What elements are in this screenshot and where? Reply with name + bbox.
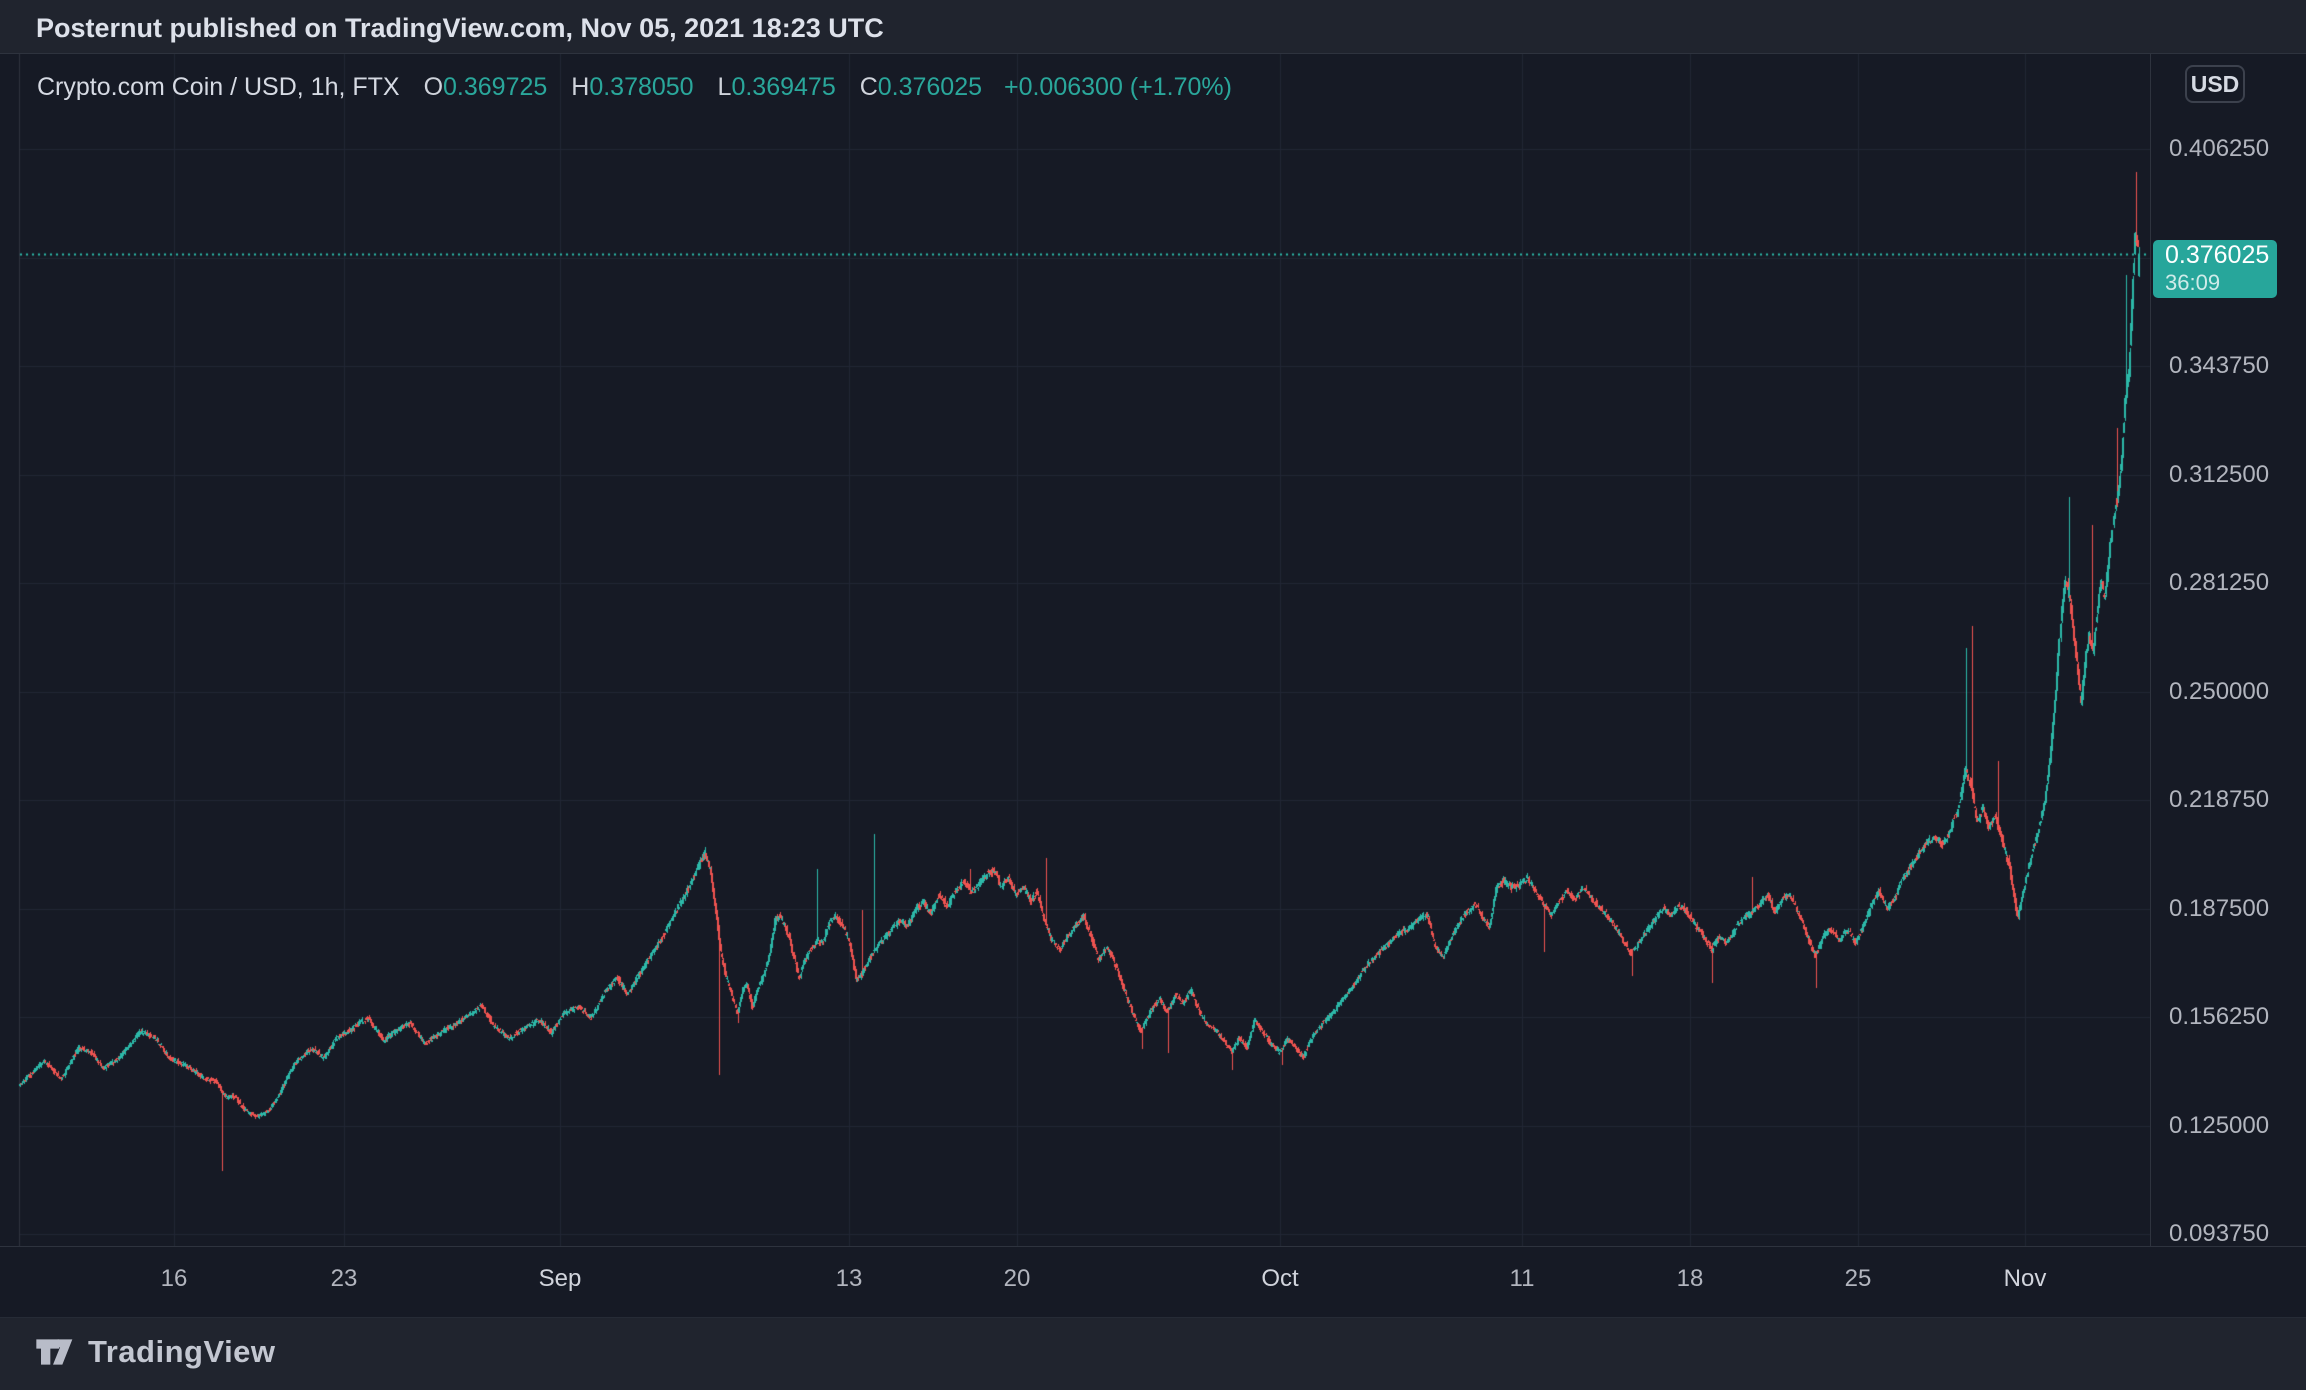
tradingview-logo-text: TradingView [88,1334,276,1369]
attribution-text: Posternut published on TradingView.com, … [36,13,884,43]
time-axis-label: 18 [1676,1265,1704,1292]
chart-legend[interactable]: Crypto.com Coin / USD, 1h, FTX O0.369725… [37,71,1232,103]
current-price-value: 0.376025 [2165,240,2270,269]
time-axis-label: 25 [1844,1265,1872,1292]
open-value: 0.369725 [443,73,548,101]
time-axis-label: Sep [538,1265,582,1292]
change-value: +0.006300 (+1.70%) [1003,73,1232,101]
time-axis[interactable]: 16 23 Sep 13 20 Oct 11 18 25 Nov [0,1246,2306,1318]
time-axis-label: 13 [835,1265,863,1292]
price-axis-label: 0.156250 [2169,1003,2270,1030]
price-axis-label: 0.125000 [2169,1111,2270,1139]
open-label: O [423,73,444,101]
low-label: L [717,73,732,101]
price-axis-label: 0.343750 [2169,352,2270,379]
time-axis-label: 23 [330,1265,358,1292]
time-axis-label: 11 [1509,1265,1535,1292]
price-axis-label: 0.281250 [2169,569,2270,596]
price-axis-label: 0.093750 [2169,1220,2270,1247]
price-axis-label: 0.250000 [2169,677,2270,705]
price-axis-label: 0.406250 [2169,135,2270,162]
chart-area: Crypto.com Coin / USD, 1h, FTX O0.369725… [0,53,2306,1318]
footer: TradingView [0,1316,2306,1390]
high-value: 0.378050 [589,73,694,101]
close-value: 0.376025 [877,73,983,101]
time-axis-label: Oct [1261,1265,1299,1292]
price-chart-canvas[interactable] [0,54,2150,1246]
low-value: 0.369475 [731,73,836,101]
tradingview-logo[interactable]: TradingView [35,1334,276,1370]
bar-countdown: 36:09 [2165,269,2221,295]
symbol-title: Crypto.com Coin / USD, 1h, FTX [37,73,400,101]
current-price-tag: 0.376025 36:09 [2153,239,2277,298]
time-axis-label: 20 [1003,1265,1031,1292]
currency-toggle-button[interactable]: USD [2185,65,2245,103]
price-axis[interactable]: USD 0.376025 36:09 0.406250 0.343750 0.312… [2150,54,2306,1247]
time-axis-label: Nov [2003,1265,2047,1292]
price-axis-label: 0.187500 [2169,894,2270,922]
price-axis-label: 0.312500 [2169,460,2270,488]
tradingview-logo-icon [35,1335,75,1369]
time-axis-label: 16 [160,1265,188,1292]
close-label: C [859,73,878,101]
high-label: H [571,73,590,101]
price-axis-label: 0.218750 [2169,786,2270,813]
